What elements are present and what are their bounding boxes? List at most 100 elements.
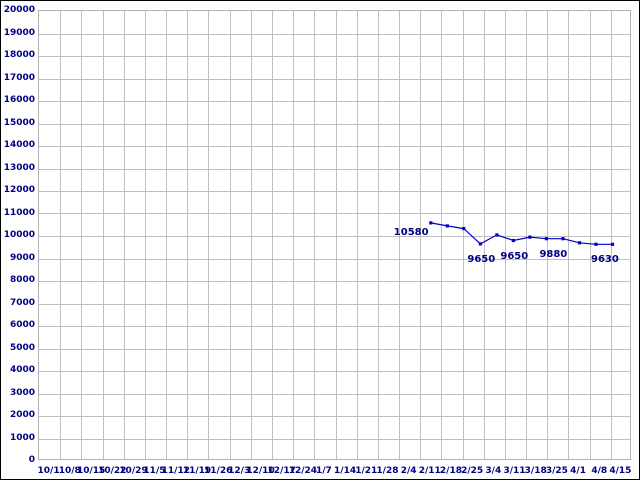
gridline <box>526 11 527 459</box>
gridline <box>547 11 548 459</box>
x-axis-tick-label: 11/5 <box>143 466 166 476</box>
gridline <box>60 11 61 459</box>
gridline <box>124 11 125 459</box>
gridline <box>145 11 146 459</box>
x-axis-tick-label: 2/11 <box>418 466 441 476</box>
data-point-marker <box>429 221 433 225</box>
plot-area <box>38 10 631 460</box>
gridline <box>39 56 630 57</box>
data-point-marker <box>478 242 482 246</box>
x-axis-tick-label: 10/8 <box>58 466 81 476</box>
gridline <box>208 11 209 459</box>
y-axis-tick-label: 13000 <box>3 162 35 173</box>
gridline <box>39 371 630 372</box>
y-axis-tick-label: 16000 <box>3 95 35 105</box>
x-axis-tick-label: 2/18 <box>439 466 462 476</box>
gridline <box>357 11 358 459</box>
x-axis-tick-label: 12/24 <box>288 466 318 476</box>
x-axis-tick-label: 3/18 <box>524 466 547 476</box>
gridline <box>103 11 104 459</box>
gridline <box>39 416 630 417</box>
y-axis-tick-label: 2000 <box>9 410 35 420</box>
y-axis-tick-label: 1000 <box>9 432 35 443</box>
gridline <box>484 11 485 459</box>
x-axis-tick-label: 12/10 <box>246 466 275 476</box>
gridline <box>611 11 612 459</box>
data-point-marker <box>594 242 598 246</box>
x-axis-tick-label: 10/22 <box>98 466 127 476</box>
y-axis-tick-label: 17000 <box>3 72 35 83</box>
gridline <box>166 11 167 459</box>
gridline <box>230 11 231 459</box>
data-point-marker <box>610 242 615 246</box>
gridline <box>39 213 630 214</box>
data-point-marker <box>561 237 565 241</box>
x-axis-tick-label: 2/25 <box>461 466 484 476</box>
x-axis-tick-label: 3/4 <box>485 466 502 476</box>
x-axis-tick-label: 11/19 <box>182 466 212 476</box>
gridline <box>39 79 630 80</box>
data-point-value-label: 9650 <box>467 253 496 265</box>
y-axis-tick-label: 19000 <box>3 27 35 38</box>
data-point-value-label: 9650 <box>500 250 529 262</box>
x-axis-tick-label: 3/25 <box>545 466 568 476</box>
data-point-marker <box>462 227 466 231</box>
y-axis-tick-label: 4000 <box>9 365 35 375</box>
gridline <box>420 11 421 459</box>
gridline <box>39 146 630 147</box>
y-axis-tick-label: 3000 <box>9 387 35 398</box>
y-axis-tick-label: 14000 <box>3 140 35 150</box>
y-axis-tick-label: 0 <box>28 455 35 465</box>
gridline <box>39 281 630 282</box>
data-point-marker <box>495 233 499 237</box>
gridline <box>39 34 630 35</box>
y-axis-tick-label: 6000 <box>9 320 35 330</box>
x-axis-tick-label: 10/1 <box>37 466 60 476</box>
y-axis-tick-label: 7000 <box>9 297 35 308</box>
gridline <box>39 439 630 440</box>
x-axis-tick-label: 1/14 <box>334 466 357 476</box>
gridline <box>39 326 630 327</box>
x-axis-tick-label: 11/12 <box>161 466 190 476</box>
gridline <box>272 11 273 459</box>
gridline <box>314 11 315 459</box>
y-axis-tick-label: 15000 <box>3 117 35 128</box>
gridline <box>293 11 294 459</box>
gridline <box>39 101 630 102</box>
y-axis-tick-label: 11000 <box>3 207 35 218</box>
y-axis-tick-label: 18000 <box>3 50 35 60</box>
gridline <box>378 11 379 459</box>
gridline <box>39 259 630 260</box>
data-series-line <box>429 221 615 246</box>
gridline <box>39 304 630 305</box>
series-polyline <box>430 222 613 245</box>
data-point-value-label: 9880 <box>539 248 568 260</box>
data-point-marker <box>528 235 532 239</box>
gridline <box>441 11 442 459</box>
gridline <box>39 124 630 125</box>
data-point-value-label: 10580 <box>393 226 429 238</box>
gridline <box>39 236 630 237</box>
gridline <box>39 349 630 350</box>
x-axis-tick-label: 12/3 <box>228 466 251 476</box>
x-axis-tick-label: 11/26 <box>204 466 233 476</box>
data-point-value-label: 9630 <box>590 254 619 266</box>
gridline <box>336 11 337 459</box>
x-axis-tick-label: 2/4 <box>400 466 417 476</box>
x-axis-tick-label: 3/11 <box>503 466 526 476</box>
y-axis-tick-label: 12000 <box>3 185 35 195</box>
gridline <box>39 191 630 192</box>
y-axis-tick-label: 9000 <box>9 252 35 263</box>
gridline <box>399 11 400 459</box>
x-axis-tick-label: 4/8 <box>591 466 608 476</box>
data-point-marker <box>577 241 582 245</box>
x-axis-tick-label: 4/15 <box>609 466 632 476</box>
gridline <box>187 11 188 459</box>
data-point-marker <box>445 224 449 228</box>
gridline <box>505 11 506 459</box>
gridline <box>39 169 630 170</box>
data-point-marker <box>511 238 515 243</box>
x-axis-tick-label: 12/17 <box>267 466 296 476</box>
gridline <box>39 394 630 395</box>
